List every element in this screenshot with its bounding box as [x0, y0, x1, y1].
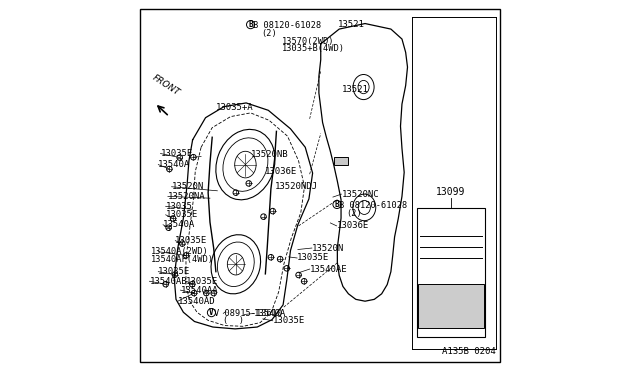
Text: 13520NB: 13520NB — [251, 150, 288, 159]
Text: 13540A(2WD): 13540A(2WD) — [151, 247, 209, 256]
Text: 13035+B(4WD): 13035+B(4WD) — [282, 44, 346, 53]
Text: (  ): ( ) — [223, 316, 244, 325]
Bar — [418, 284, 484, 328]
Text: A135B 0204: A135B 0204 — [442, 347, 495, 356]
Text: 13035E: 13035E — [166, 210, 198, 219]
Text: 13520NDJ: 13520NDJ — [275, 182, 318, 191]
Text: 13540AB: 13540AB — [149, 277, 187, 286]
Text: V 08915-13610: V 08915-13610 — [214, 309, 282, 318]
Text: (2): (2) — [347, 209, 362, 218]
Bar — [333, 157, 348, 164]
Text: B 08120-61028: B 08120-61028 — [339, 201, 408, 210]
Text: 13520N: 13520N — [172, 182, 204, 191]
Bar — [417, 208, 485, 337]
Text: 13035E: 13035E — [158, 267, 191, 276]
Text: 13521: 13521 — [341, 85, 368, 94]
Text: 13036E: 13036E — [337, 221, 369, 230]
Text: 13540AA: 13540AA — [180, 286, 218, 295]
Text: B: B — [248, 20, 253, 29]
Text: 13035+A: 13035+A — [216, 103, 253, 112]
Text: 13035E: 13035E — [297, 253, 330, 263]
Text: 13540A: 13540A — [163, 220, 195, 229]
Text: 13035E: 13035E — [186, 277, 219, 286]
Text: 13521: 13521 — [338, 20, 365, 29]
Text: 13035E: 13035E — [273, 316, 305, 325]
Text: 13540A: 13540A — [158, 160, 191, 169]
Text: (2): (2) — [262, 29, 277, 38]
Text: 13540AF(4WD): 13540AF(4WD) — [151, 254, 214, 264]
Text: 13520N: 13520N — [312, 244, 344, 253]
Text: 13540AE: 13540AE — [310, 264, 348, 273]
Text: 13035E: 13035E — [175, 236, 207, 245]
Text: 13540AD: 13540AD — [178, 297, 216, 306]
Text: 13520NA: 13520NA — [168, 192, 205, 201]
Text: 13570(2WD): 13570(2WD) — [282, 37, 335, 46]
Text: FRONT: FRONT — [150, 73, 181, 97]
Text: V: V — [209, 308, 214, 317]
Text: 13099: 13099 — [436, 186, 465, 196]
Text: 13035: 13035 — [166, 202, 193, 211]
Text: 13520NC: 13520NC — [341, 190, 379, 199]
Text: 13035E: 13035E — [161, 149, 193, 158]
Text: 13540A: 13540A — [254, 309, 287, 318]
Text: B 08120-61028: B 08120-61028 — [253, 21, 321, 30]
Text: 13036E: 13036E — [266, 167, 298, 176]
Text: B: B — [335, 200, 339, 209]
